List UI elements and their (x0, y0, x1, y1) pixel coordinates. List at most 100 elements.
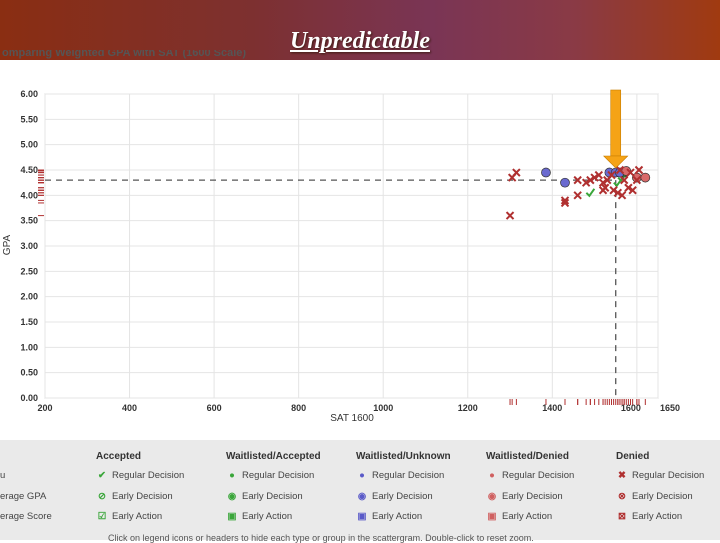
denied-point (594, 170, 604, 180)
x-tick-label: 400 (122, 403, 137, 413)
denied-point (609, 186, 618, 195)
legend-item[interactable]: ◉ Early Decision (486, 491, 563, 502)
legend-marker-icon: ◉ (357, 491, 367, 502)
denied-point (613, 188, 623, 198)
y-tick-label: 5.00 (20, 140, 38, 150)
y-tick-label: 6.00 (20, 89, 38, 99)
denied-point (560, 196, 570, 205)
legend-item[interactable]: ✔ Regular Decision (96, 470, 184, 481)
legend-header[interactable]: Waitlisted/Denied (486, 451, 569, 462)
legend-item[interactable]: ⊠ Early Action (616, 511, 682, 522)
legend-item-label: Early Decision (632, 491, 693, 502)
denied-point (615, 165, 625, 175)
denied-point (600, 183, 610, 192)
denied-point (624, 183, 633, 192)
denied-point (512, 168, 521, 177)
x-tick-label: 600 (207, 403, 222, 413)
y-tick-label: 0.00 (20, 393, 38, 403)
legend-marker-icon: ● (359, 470, 365, 481)
denied-point (581, 178, 591, 187)
waitlisted-point (541, 167, 551, 178)
denied-point (573, 191, 582, 200)
denied-point (560, 198, 570, 208)
y-tick-label: 3.00 (20, 241, 38, 251)
legend-header[interactable]: Denied (616, 451, 650, 462)
legend-item[interactable]: ✖ Regular Decision (616, 470, 704, 481)
denied-point (505, 211, 515, 220)
legend-item-label: Regular Decision (372, 470, 445, 481)
legend-item-label: Regular Decision (632, 470, 705, 481)
x-tick-label: 1600 (621, 403, 641, 413)
legend-item-label: Early Decision (112, 491, 173, 502)
y-tick-label: 0.50 (20, 368, 38, 378)
denied-point (632, 175, 642, 185)
chart-subtitle-partial: omparing Weighted GPA with SAT (1600 Sca… (2, 50, 247, 59)
accepted-point (585, 188, 596, 198)
legend-marker-icon: ✔ (98, 470, 106, 481)
y-tick-label: 4.00 (20, 190, 38, 200)
scattergram-area: 0.00 0.50 1.00 1.50 2.00 2.50 3.00 3.50 4.00 4.50… (0, 60, 720, 440)
legend-marker-icon: ● (229, 470, 235, 481)
legend-item-label: Early Action (112, 511, 163, 522)
legend-row-label: u (0, 470, 6, 481)
legend-item-label: Regular Decision (112, 470, 185, 481)
denied-point (626, 168, 635, 177)
legend-item[interactable]: ⊘ Early Decision (96, 491, 173, 502)
legend-item-label: Early Decision (502, 491, 563, 502)
legend-marker-icon: ⊘ (98, 491, 106, 502)
x-tick-label: 1400 (542, 403, 562, 413)
legend-marker-icon: ✖ (618, 470, 626, 481)
legend-item-label: Regular Decision (502, 470, 575, 481)
legend-marker-icon: ☑ (97, 511, 107, 522)
denied-point (619, 175, 629, 185)
legend-item-label: Early Decision (242, 491, 303, 502)
legend-marker-icon: ▣ (227, 511, 237, 522)
x-tick-label: 1000 (373, 403, 393, 413)
waitlisted-point (560, 177, 570, 188)
y-tick-label: 5.50 (20, 114, 38, 124)
denied-point (607, 170, 616, 180)
legend-item[interactable]: ● Regular Decision (356, 470, 444, 481)
x-tick-label: 200 (37, 403, 52, 413)
legend-marker-icon: ⊠ (618, 511, 626, 522)
legend-item[interactable]: ▣ Early Action (486, 511, 553, 522)
waitlisted-point (640, 172, 651, 183)
legend-marker-icon: ◉ (487, 491, 497, 502)
slide-title-bar (0, 0, 720, 60)
legend-header[interactable]: Accepted (96, 451, 142, 462)
denied-point (586, 175, 595, 185)
legend-item[interactable]: ▣ Early Action (356, 511, 423, 522)
x-tick-label: 800 (291, 403, 306, 413)
highlight-arrow (602, 89, 629, 169)
slide-title: Unpredictable (290, 28, 430, 54)
legend-panel: u erage GPA erage Score Accepted ✔ Regular D… (0, 440, 720, 543)
y-tick-label: 3.50 (20, 216, 38, 226)
legend-item-label: Early Action (502, 511, 553, 522)
denied-point (617, 191, 627, 200)
denied-point (573, 175, 582, 185)
scattergram-chart[interactable]: 0.00 0.50 1.00 1.50 2.00 2.50 3.00 3.50 4.00 4.50… (0, 60, 720, 440)
legend-marker-icon: ▣ (487, 511, 497, 522)
legend-item[interactable]: ⊗ Early Decision (616, 491, 693, 502)
legend-item[interactable]: ● Regular Decision (486, 470, 574, 481)
legend-item[interactable]: ◉ Early Decision (356, 491, 433, 502)
denied-point (590, 173, 599, 182)
legend-item-label: Early Action (242, 511, 293, 522)
legend-item-label: Early Action (372, 511, 423, 522)
legend-marker-icon: ● (489, 470, 495, 481)
legend-item[interactable]: ● Regular Decision (226, 470, 314, 481)
denied-point (598, 178, 608, 187)
legend-header[interactable]: Waitlisted/Unknown (356, 451, 451, 462)
legend-marker-icon: ⊗ (618, 491, 626, 502)
x-axis-label: SAT 1600 (330, 413, 374, 424)
legend-header[interactable]: Waitlisted/Accepted (226, 451, 321, 462)
legend-item[interactable]: ◉ Early Decision (226, 491, 303, 502)
legend-row-label: erage GPA (0, 491, 47, 502)
y-tick-label: 2.00 (20, 292, 38, 302)
legend-item-label: Early Decision (372, 491, 433, 502)
denied-point (628, 186, 637, 195)
legend-item-label: Early Action (632, 511, 683, 522)
legend-item[interactable]: ☑ Early Action (96, 511, 162, 522)
legend-item-label: Regular Decision (242, 470, 315, 481)
legend-item[interactable]: ▣ Early Action (226, 511, 293, 522)
